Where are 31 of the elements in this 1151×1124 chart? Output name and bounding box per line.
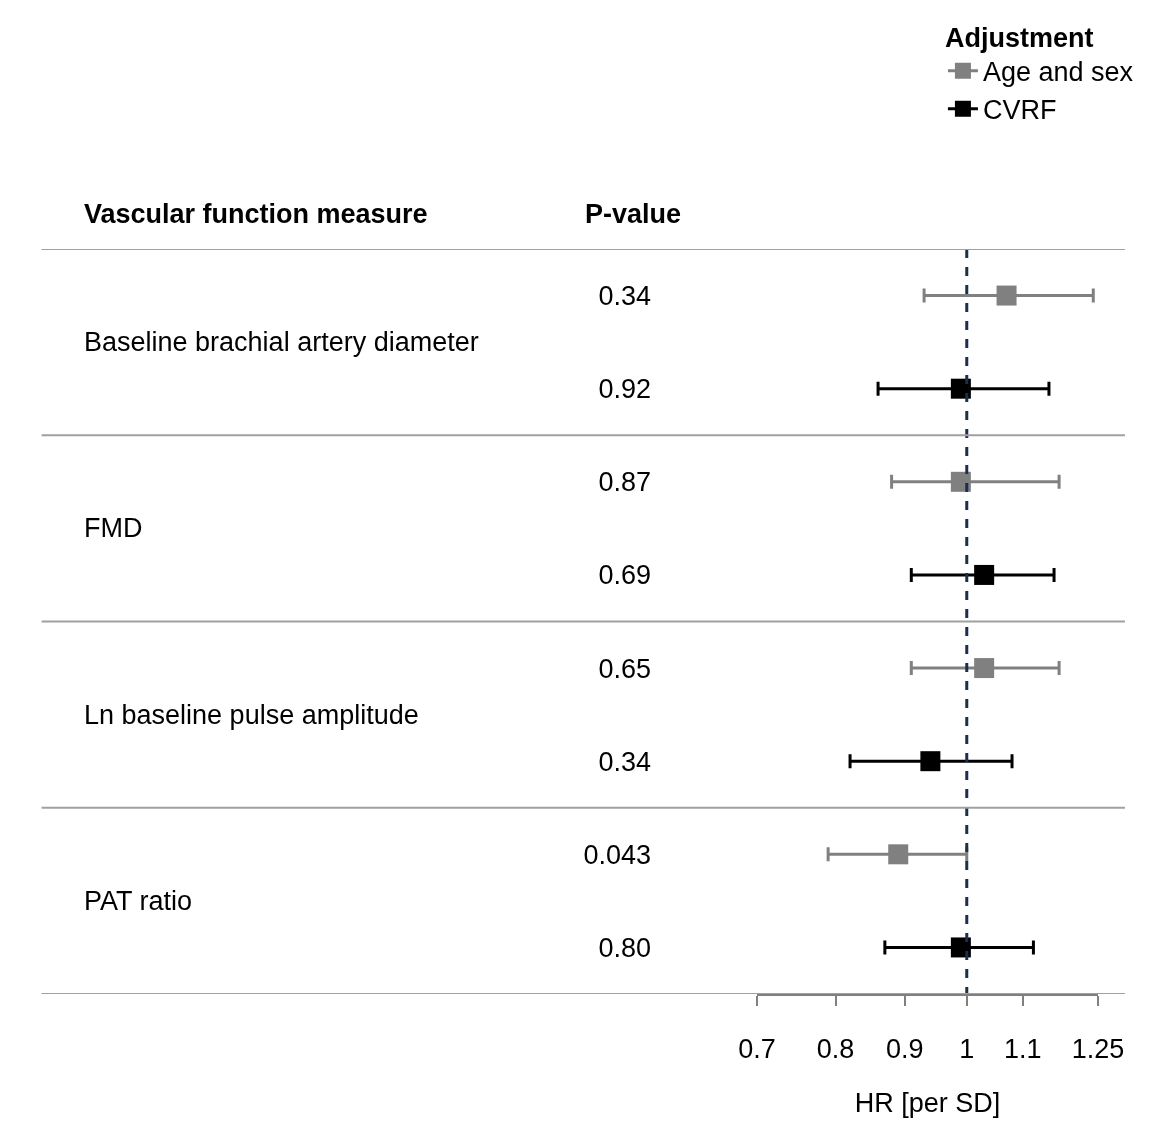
- y-tick-label: 0.043: [583, 839, 651, 870]
- legend-label: Age and sex: [982, 57, 1134, 88]
- legend-label: CVRF: [982, 95, 1057, 126]
- y-tick-label: 0.65: [598, 653, 651, 684]
- y-tick-label: 0.69: [598, 560, 651, 591]
- x-tick-label: 0.9: [886, 1034, 924, 1065]
- legend-title: Adjustment: [944, 22, 1094, 53]
- y-tick-label: 0.34: [598, 281, 651, 312]
- point: [888, 844, 909, 865]
- y-axis-title: P-value: [585, 199, 682, 229]
- text: Baseline brachial artery diameter: [84, 327, 479, 357]
- y-tick-label: 0.80: [598, 932, 651, 963]
- y-tick-label: 0.92: [598, 374, 651, 405]
- x-tick-label: 0.8: [816, 1034, 855, 1065]
- point: [950, 378, 971, 399]
- y-tick-label: 0.34: [598, 746, 651, 777]
- point: [920, 751, 941, 772]
- point: [974, 564, 995, 585]
- point: [950, 937, 971, 958]
- x-axis-title: HR [per SD]: [854, 1088, 1001, 1119]
- text: Vascular function measure: [84, 199, 428, 229]
- y-tick-label: 0.87: [598, 467, 651, 498]
- x-tick-label: 1.1: [1004, 1034, 1042, 1065]
- x-tick-label: 0.7: [738, 1034, 776, 1065]
- text: FMD: [84, 513, 143, 543]
- x-tick-label: 1: [959, 1034, 975, 1065]
- point: [950, 471, 971, 492]
- text: Ln baseline pulse amplitude: [84, 700, 419, 730]
- x-tick-label: 1.25: [1071, 1034, 1125, 1065]
- point: [974, 658, 995, 679]
- text: PAT ratio: [84, 886, 193, 916]
